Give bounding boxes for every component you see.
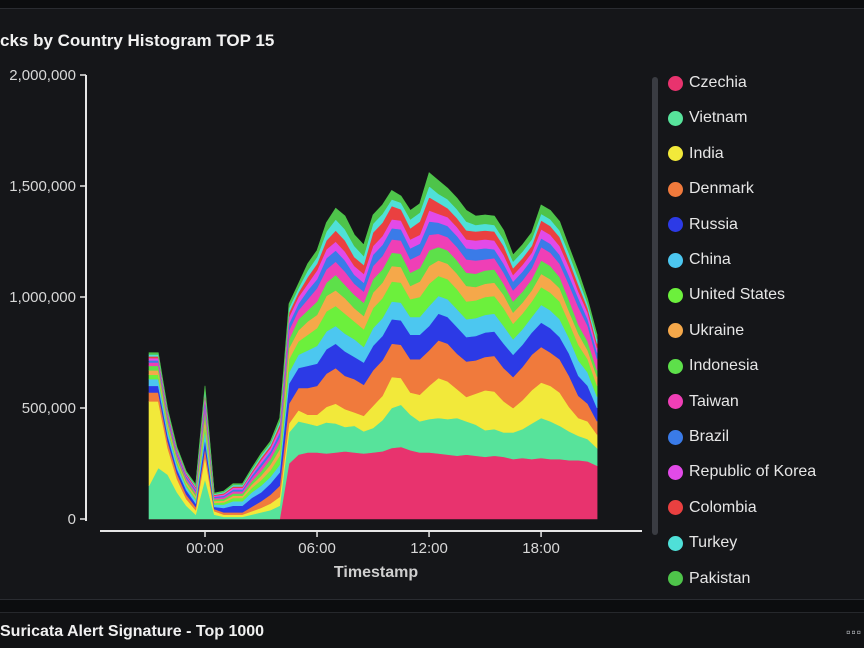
legend-item-united-states[interactable]: United States	[668, 283, 785, 307]
legend-item-china[interactable]: China	[668, 248, 731, 272]
legend-swatch	[668, 500, 683, 516]
legend-item-colombia[interactable]: Colombia	[668, 496, 757, 520]
axes: 0 500,000 1,000,000 1,500,000 2,000,000 00:00…	[9, 67, 642, 581]
legend-label: Turkey	[689, 534, 738, 552]
legend-swatch	[668, 146, 683, 162]
legend-swatch	[668, 394, 683, 410]
x-tick-label: 18:00	[522, 540, 560, 557]
legend-swatch	[668, 464, 683, 480]
legend-swatch	[668, 252, 683, 268]
legend-item-pakistan[interactable]: Pakistan	[668, 567, 750, 591]
legend-label: Denmark	[689, 180, 754, 198]
legend-item-ukraine[interactable]: Ukraine	[668, 319, 744, 343]
legend-item-vietnam[interactable]: Vietnam	[668, 106, 747, 130]
legend-swatch	[668, 358, 683, 374]
area-pakistan[interactable]	[148, 172, 598, 495]
legend-item-russia[interactable]: Russia	[668, 213, 738, 237]
x-tick-label: 00:00	[186, 540, 224, 557]
legend-label: India	[689, 144, 724, 162]
legend-swatch	[668, 181, 683, 197]
legend-swatch	[668, 287, 683, 303]
x-axis-title: Timestamp	[334, 564, 418, 581]
legend-item-brazil[interactable]: Brazil	[668, 425, 729, 449]
legend-swatch	[668, 110, 683, 126]
legend-label: Russia	[689, 215, 738, 233]
stacked-area-chart: 0 500,000 1,000,000 1,500,000 2,000,000 00:00…	[9, 67, 642, 581]
legend-swatch	[668, 571, 683, 587]
legend-swatch	[668, 75, 683, 91]
legend-swatch	[668, 217, 683, 233]
signature-panel: Suricata Alert Signature - Top 1000 ▫▫▫	[0, 612, 864, 648]
x-tick-label: 12:00	[410, 540, 448, 557]
legend-label: United States	[689, 286, 786, 304]
legend-swatch	[668, 429, 683, 445]
y-tick-label: 500,000	[22, 400, 76, 417]
signature-panel-title: Suricata Alert Signature - Top 1000	[0, 623, 265, 640]
y-tick-label: 1,500,000	[9, 178, 76, 195]
legend-label: China	[689, 251, 731, 268]
legend-item-republic-of-korea[interactable]: Republic of Korea	[668, 460, 816, 484]
y-tick-label: 1,000,000	[9, 289, 76, 306]
histogram-panel: 0 500,000 1,000,000 1,500,000 2,000,000 00:00…	[0, 8, 864, 600]
legend-label: Pakistan	[689, 569, 751, 587]
legend-item-turkey[interactable]: Turkey	[668, 531, 737, 555]
legend-label: Taiwan	[689, 392, 739, 410]
legend-label: Vietnam	[689, 109, 748, 127]
legend-label: Indonesia	[689, 357, 759, 375]
chart-legend: Czechia Vietnam India Denmark Russia China Uni…	[652, 71, 852, 587]
legend-label: Republic of Korea	[689, 463, 817, 481]
legend-item-india[interactable]: India	[668, 142, 724, 166]
legend-swatch	[668, 323, 683, 339]
y-tick-label: 2,000,000	[9, 67, 76, 84]
legend-label: Brazil	[689, 428, 730, 445]
legend-scrollbar[interactable]	[652, 77, 658, 535]
x-tick-label: 06:00	[298, 540, 336, 557]
legend-item-denmark[interactable]: Denmark	[668, 177, 754, 201]
y-tick-label: 0	[68, 511, 76, 528]
legend-item-indonesia[interactable]: Indonesia	[668, 354, 758, 378]
legend-label: Ukraine	[689, 321, 745, 339]
legend-label: Czechia	[689, 74, 747, 91]
grid-icon[interactable]: ▫▫▫	[846, 625, 862, 639]
legend-label: Colombia	[689, 498, 757, 516]
chart-title: cks by Country Histogram TOP 15	[0, 31, 275, 50]
legend-swatch	[668, 535, 683, 551]
area-layers	[148, 172, 598, 520]
legend-item-taiwan[interactable]: Taiwan	[668, 390, 739, 414]
legend-item-czechia[interactable]: Czechia	[668, 71, 747, 95]
